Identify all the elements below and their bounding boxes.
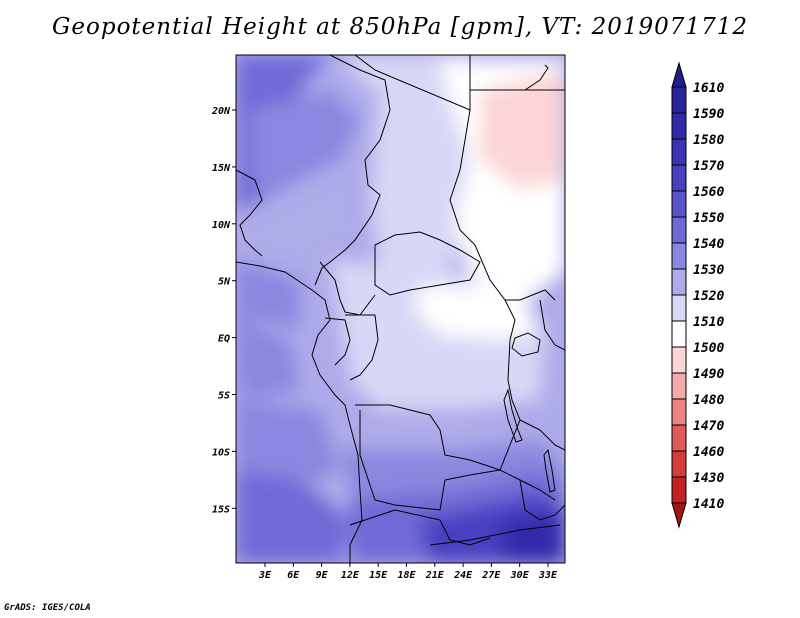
colorbar-level-label: 1430 [693,471,724,486]
map-axes: 3E 6E 9E 12E 15E 18E 21E 24E 27E 30E 33E 20N 15N 10N 5… [211,106,558,581]
lon-tick-label: 18E [397,570,416,581]
border-cameroon [319,261,376,316]
border-namibia [349,509,491,546]
lat-tick-label: 5N [218,277,231,288]
border-moz [519,479,565,521]
colorbar-level-label: 1580 [693,133,724,148]
contour-1550-southwest [236,400,340,490]
lon-tick-label: 15E [369,570,388,581]
border-drc-east [499,299,521,471]
lon-tick-label: 9E [316,570,329,581]
colorbar-level-label: 1500 [693,341,724,356]
contour-1520-central-north [370,80,470,280]
lat-tick-label: 10N [212,220,231,231]
border-south [429,524,561,546]
colorbar-swatch [671,190,687,218]
colorbar: 1610 1590 1580 1570 1560 1550 1540 1530 1520 1510… [671,61,724,529]
colorbar-swatch [671,138,687,166]
lat-tick-label: EQ [218,334,230,345]
colorbar-swatch [671,216,687,244]
red-sea-coast [524,64,549,91]
coastline-west [236,261,363,563]
colorbar-level-label: 1490 [693,367,724,382]
colorbar-swatch [671,398,687,426]
colorbar-swatch [671,476,687,504]
colorbar-level-label: 1610 [693,81,724,96]
lon-tick-label: 33E [538,570,558,581]
lake-victoria [511,332,541,357]
colorbar-swatch [671,164,687,192]
lon-tick-label: 3E [258,570,272,581]
colorbar-swatch [671,112,687,140]
contour-1550-west [236,260,300,330]
colorbar-swatch [671,86,687,114]
colorbar-level-label: 1530 [693,263,724,278]
colorbar-level-label: 1470 [693,419,724,434]
map-frame [235,54,566,564]
border-gabon [324,317,351,366]
colorbar-swatch [671,242,687,270]
lon-tick-label: 27E [481,570,501,581]
border-car [374,231,481,296]
lon-tick-label: 12E [341,570,360,581]
lat-tick-label: 15N [212,163,231,174]
lat-tick-label: 10S [212,447,230,458]
colorbar-swatch [671,294,687,322]
lat-tick-label: 15S [212,504,230,515]
colorbar-level-label: 1590 [693,107,724,122]
colorbar-swatch [671,346,687,374]
border-drc-south [355,404,501,471]
contour-1540-west [236,320,300,400]
border-tz [519,419,565,451]
colorbar-level-label: 1460 [693,445,724,460]
colorbar-swatch [671,268,687,296]
border-congo [345,314,379,381]
contour-1510-east [415,285,540,340]
colorbar-level-label: 1510 [693,315,724,330]
colorbar-level-label: 1520 [693,289,724,304]
border-zambia [444,469,556,501]
lon-tick-label: 24E [453,570,473,581]
border-chad-libya [354,55,471,111]
colorbar-swatch [671,450,687,478]
border-kenya [539,299,565,351]
colorbar-level-label: 1540 [693,237,724,252]
colorbar-top-arrow [671,61,687,88]
border-sudan [449,109,556,301]
colorbar-swatch [671,320,687,348]
colorbar-bottom-arrow [671,502,687,529]
lon-tick-label: 30E [510,570,530,581]
colorbar-level-label: 1560 [693,185,724,200]
geopotential-field [236,55,565,563]
contour-1580-southeast [500,515,565,563]
border-angola [359,410,446,511]
colorbar-swatch [671,372,687,400]
border-sahel [300,55,391,286]
colorbar-level-label: 1480 [693,393,724,408]
colorbar-level-label: 1570 [693,159,724,174]
lake-malawi [543,448,556,493]
colorbar-level-label: 1410 [693,497,724,512]
lat-tick-label: 20N [211,106,231,117]
lat-tick-label: 5S [218,391,230,402]
colorbar-swatch [671,424,687,452]
colorbar-level-label: 1550 [693,211,724,226]
contour-1560-southwest [236,470,350,563]
lon-tick-label: 21E [425,570,445,581]
lon-tick-label: 6E [287,570,300,581]
map-title: Geopotential Height at 850hPa [gpm], VT:… [52,14,748,40]
contour-1500-sahara [480,70,565,190]
country-borders [236,55,565,563]
contour-1540-northwest [250,90,360,200]
coastline-westbulge [236,169,263,257]
lake-tanganyika [503,388,523,443]
grads-credit: GrADS: IGES/COLA [4,603,91,613]
